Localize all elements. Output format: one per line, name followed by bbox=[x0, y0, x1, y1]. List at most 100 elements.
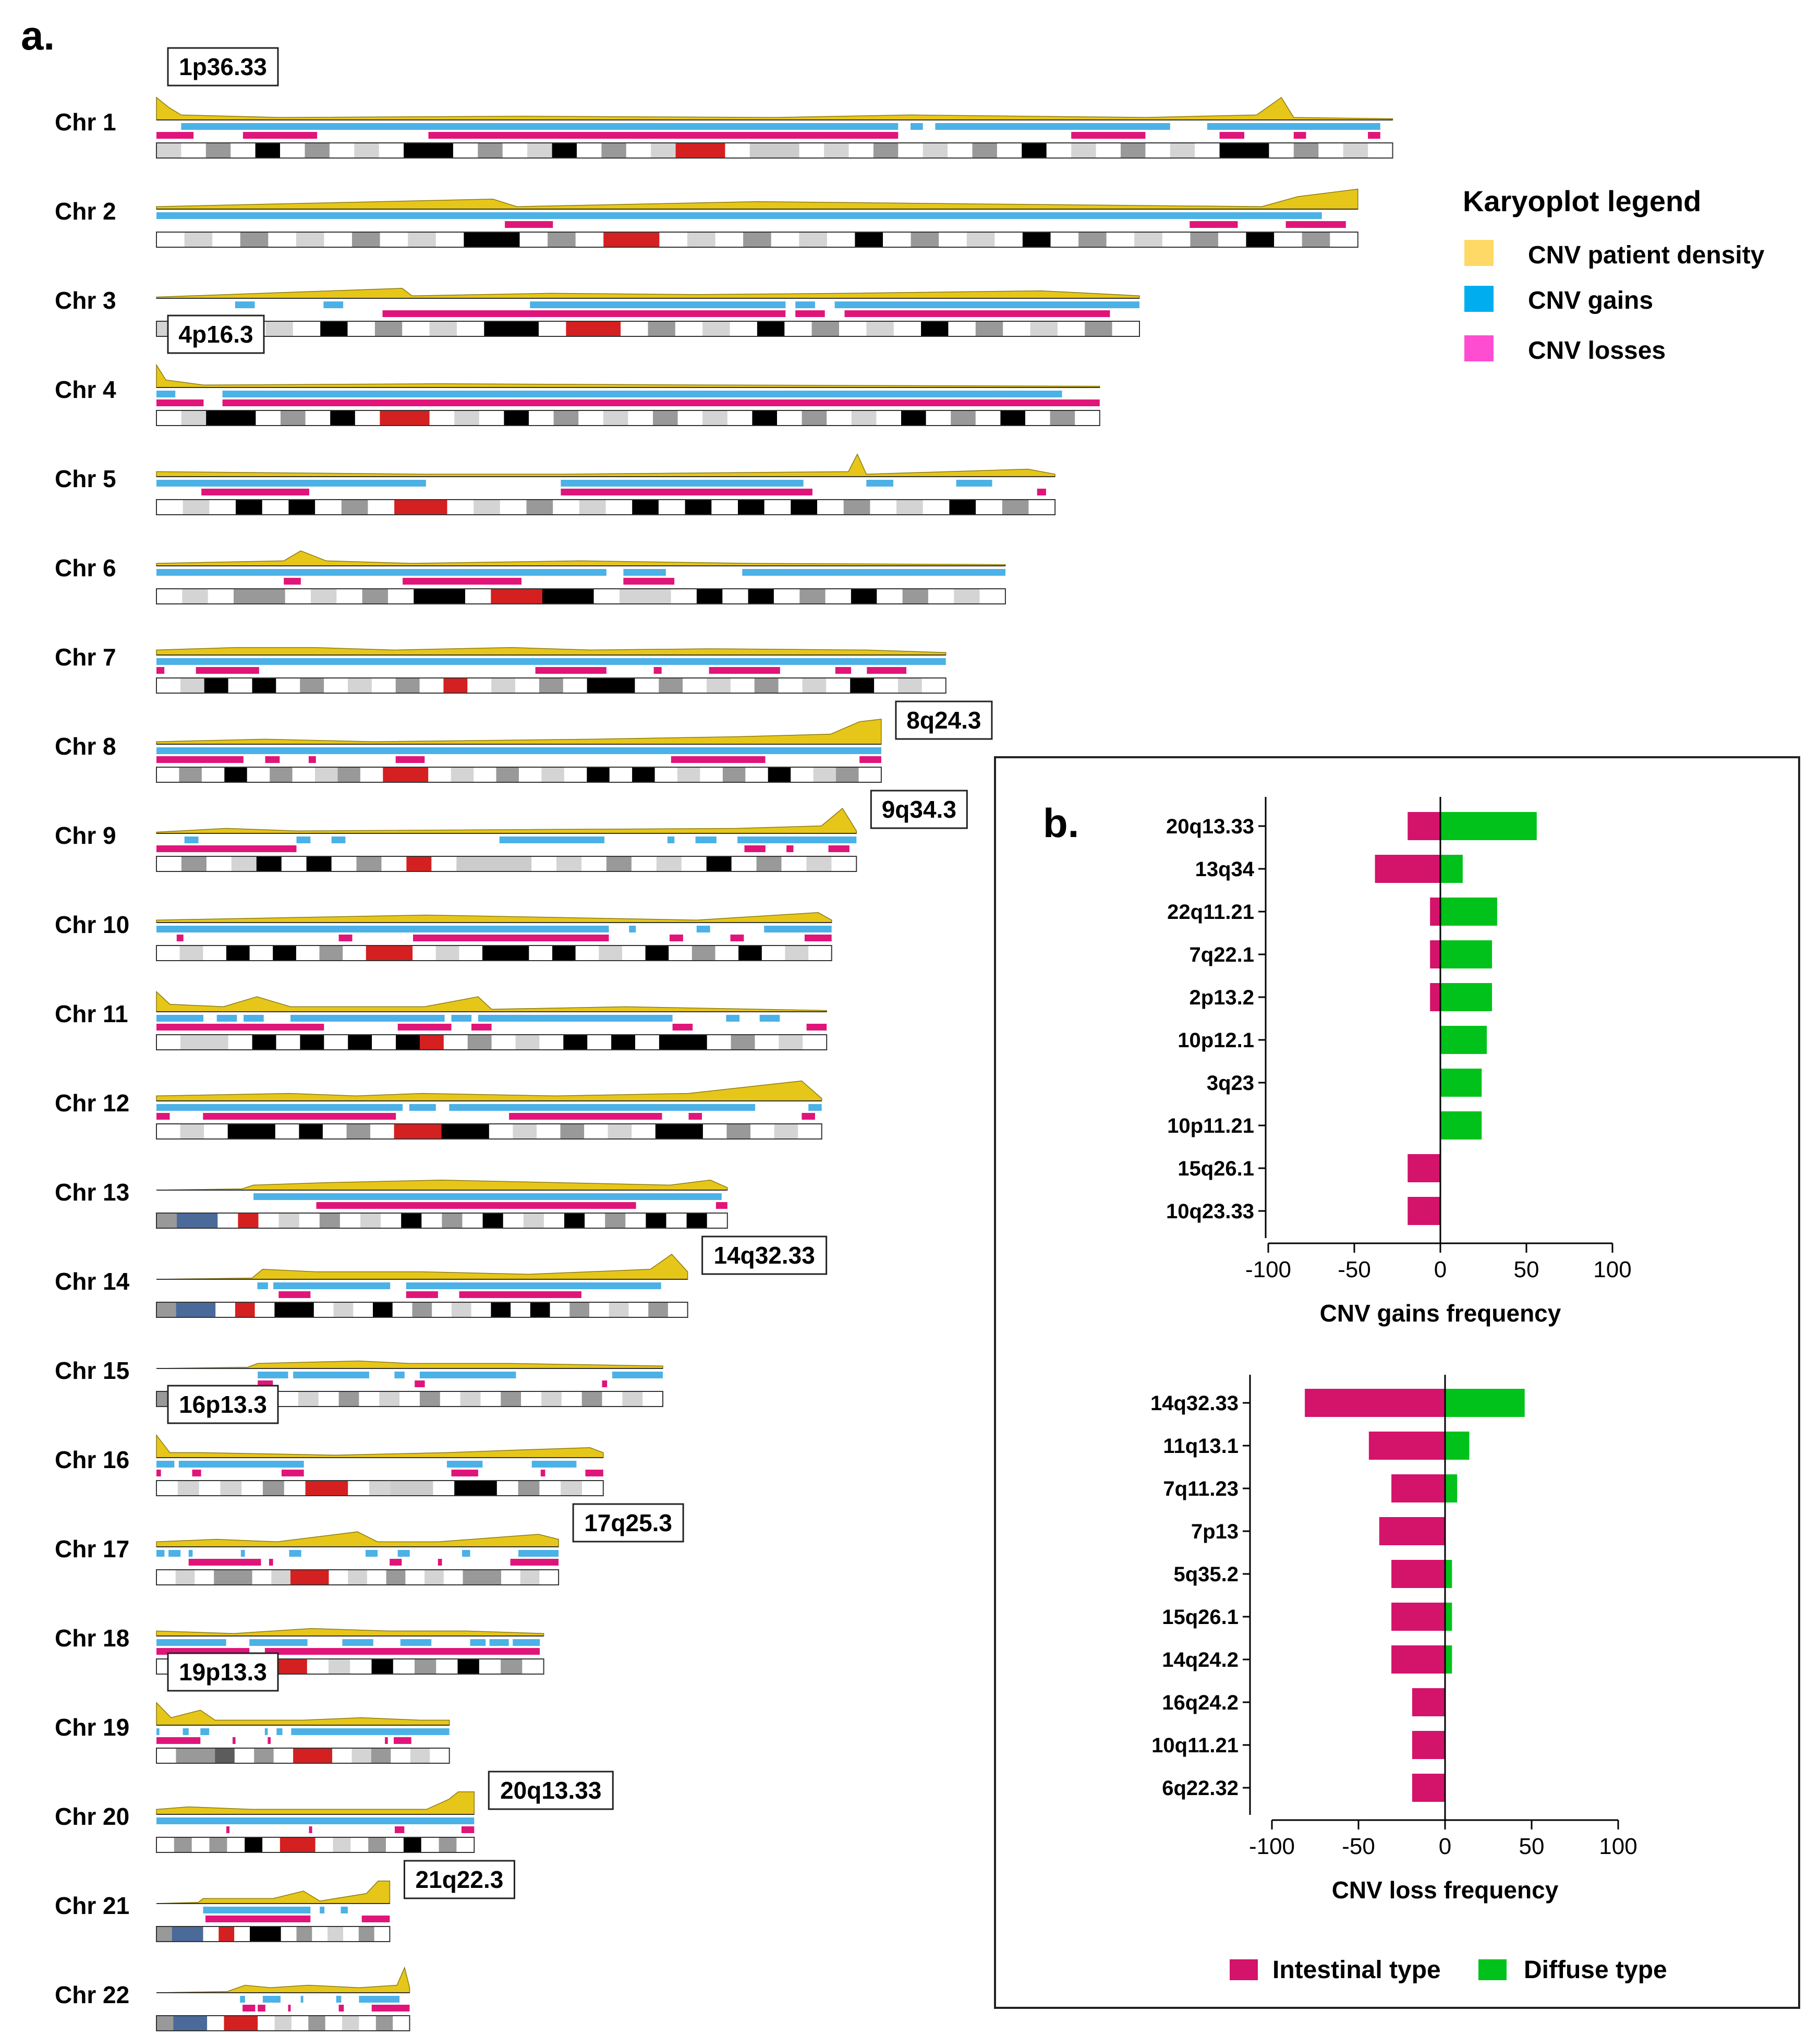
chr-19-band-11 bbox=[371, 1748, 391, 1763]
chr-1-band-19 bbox=[626, 143, 651, 158]
chr-1-band-46 bbox=[1293, 143, 1319, 158]
chr-19-band-9 bbox=[332, 1748, 352, 1763]
chr-12-band-7 bbox=[322, 1124, 347, 1139]
chr-2-band-31 bbox=[1022, 232, 1051, 247]
chr-14-band-4 bbox=[235, 1302, 256, 1317]
chr-21-band-10 bbox=[312, 1926, 328, 1942]
chr-16-band-20 bbox=[582, 1481, 604, 1496]
chr-7-band-0 bbox=[156, 678, 181, 693]
diffuse-type-bar-22q11-21 bbox=[1440, 898, 1497, 926]
chr-11-band-20 bbox=[635, 1035, 660, 1050]
chr-10-band-8 bbox=[343, 946, 367, 961]
chr-1-band-18 bbox=[601, 143, 627, 158]
intestinal-type-bar-14q32-33 bbox=[1305, 1389, 1445, 1417]
chr-13-label: Chr 13 bbox=[55, 1179, 129, 1206]
chr-7-row: Chr 7 bbox=[55, 644, 947, 694]
chr-10-band-11 bbox=[412, 946, 436, 961]
chr-2-loss-0 bbox=[505, 221, 553, 228]
chr-22-band-12 bbox=[359, 2016, 377, 2031]
chr-8-band-11 bbox=[405, 767, 429, 782]
chr-2-band-6 bbox=[324, 232, 353, 247]
chr-7-band-9 bbox=[371, 678, 396, 693]
chr-1-band-4 bbox=[255, 143, 281, 158]
chr-22-label: Chr 22 bbox=[55, 1981, 129, 2008]
chr-12-band-24 bbox=[726, 1124, 751, 1139]
chr-22-band-8 bbox=[291, 2016, 309, 2031]
diffuse-type-bar-5q35-2 bbox=[1445, 1560, 1452, 1588]
chr-6-band-14 bbox=[516, 589, 543, 604]
chr-3-gain-3 bbox=[795, 301, 815, 308]
chr-3-band-15 bbox=[566, 321, 594, 336]
chr-13-band-6 bbox=[278, 1213, 300, 1228]
chr-20-band-8 bbox=[297, 1837, 316, 1852]
chr-5-gain-1 bbox=[561, 480, 804, 487]
chr-7-band-11 bbox=[419, 678, 444, 693]
chr-1-band-40 bbox=[1145, 143, 1171, 158]
chr-13-band-23 bbox=[625, 1213, 646, 1228]
chr-2-band-29 bbox=[966, 232, 995, 247]
chr-3-ideogram-outline bbox=[156, 321, 1140, 337]
chr-8-band-12 bbox=[428, 767, 452, 782]
chr-3-band-35 bbox=[1112, 321, 1140, 336]
chr-21-band-12 bbox=[343, 1926, 359, 1942]
chr-2-band-1 bbox=[184, 232, 213, 247]
chr-4-band-21 bbox=[677, 410, 703, 426]
chr-19-band-13 bbox=[410, 1748, 430, 1763]
chr-7-band-14 bbox=[491, 678, 516, 693]
chr-3-band-30 bbox=[975, 321, 1003, 336]
chr-10-loss-2 bbox=[413, 935, 609, 941]
chr-21-band-8 bbox=[281, 1926, 297, 1942]
diffuse-type-bar-3q23 bbox=[1440, 1069, 1482, 1097]
chr-4-band-32 bbox=[951, 410, 976, 426]
chr-15-loss-2 bbox=[602, 1380, 608, 1387]
chr-15-band-15 bbox=[460, 1391, 481, 1407]
intestinal-type-bar-7p13 bbox=[1379, 1517, 1445, 1545]
chr-17-band-0 bbox=[156, 1570, 176, 1585]
category-label-22q11-21: 22q11.21 bbox=[1167, 901, 1254, 924]
chr-6-band-32 bbox=[979, 589, 1006, 604]
chr-8-loss-4 bbox=[671, 756, 766, 763]
chr-6-band-0 bbox=[156, 589, 183, 604]
chr-11-band-15 bbox=[515, 1035, 540, 1050]
chr-8-band-31 bbox=[858, 767, 882, 782]
chr-1-band-43 bbox=[1219, 143, 1245, 158]
chr-9-band-7 bbox=[331, 856, 357, 871]
chr-19-band-3 bbox=[215, 1748, 235, 1763]
chr-15-ideogram-outline bbox=[156, 1391, 663, 1407]
x-tick-label-50: -50 bbox=[1342, 1834, 1375, 1859]
chr-21-band-0 bbox=[156, 1926, 173, 1942]
chr-1-band-34 bbox=[997, 143, 1022, 158]
chr-11-gain-3 bbox=[290, 1015, 445, 1022]
chr-9-gain-0 bbox=[184, 837, 199, 843]
chr-1-band-10 bbox=[404, 143, 429, 158]
chr-2-band-13 bbox=[519, 232, 548, 247]
chr-1-band-24 bbox=[749, 143, 775, 158]
chr-3-gain-1 bbox=[323, 301, 344, 308]
chr-12-row: Chr 12 bbox=[55, 1080, 822, 1140]
chr-16-band-5 bbox=[263, 1481, 285, 1496]
chr-21-band-9 bbox=[296, 1926, 312, 1942]
chr-13-band-9 bbox=[339, 1213, 361, 1228]
chr-18-band-8 bbox=[329, 1659, 350, 1674]
chr-7-density bbox=[156, 647, 947, 656]
diffuse-type-bar-10p11-21 bbox=[1440, 1111, 1482, 1140]
category-label-10p12-1: 10p12.1 bbox=[1178, 1029, 1254, 1052]
chr-22-band-1 bbox=[173, 2016, 191, 2031]
chr-6-band-19 bbox=[645, 589, 672, 604]
chr-17-gain-3 bbox=[240, 1550, 245, 1557]
callout-17q25-3-box bbox=[572, 1503, 684, 1543]
chr-8-loss-3 bbox=[395, 756, 425, 763]
chr-8-loss-0 bbox=[156, 756, 244, 763]
chr-4-band-35 bbox=[1025, 410, 1051, 426]
chr-14-band-9 bbox=[333, 1302, 354, 1317]
diffuse-type-bar-10p12-1 bbox=[1440, 1026, 1487, 1054]
chr-3-band-31 bbox=[1003, 321, 1031, 336]
diffuse-type-bar-7q22-1 bbox=[1440, 940, 1492, 968]
chr-22-ideogram-outline bbox=[156, 2015, 410, 2031]
chr-6-loss-0 bbox=[284, 578, 301, 585]
chr-6-band-15 bbox=[542, 589, 568, 604]
chr-11-band-2 bbox=[204, 1035, 229, 1050]
chr-22-gain-3 bbox=[336, 1996, 342, 2003]
chr-12-band-0 bbox=[156, 1124, 181, 1139]
diffuse-type-bar-2p13-2 bbox=[1440, 983, 1492, 1011]
